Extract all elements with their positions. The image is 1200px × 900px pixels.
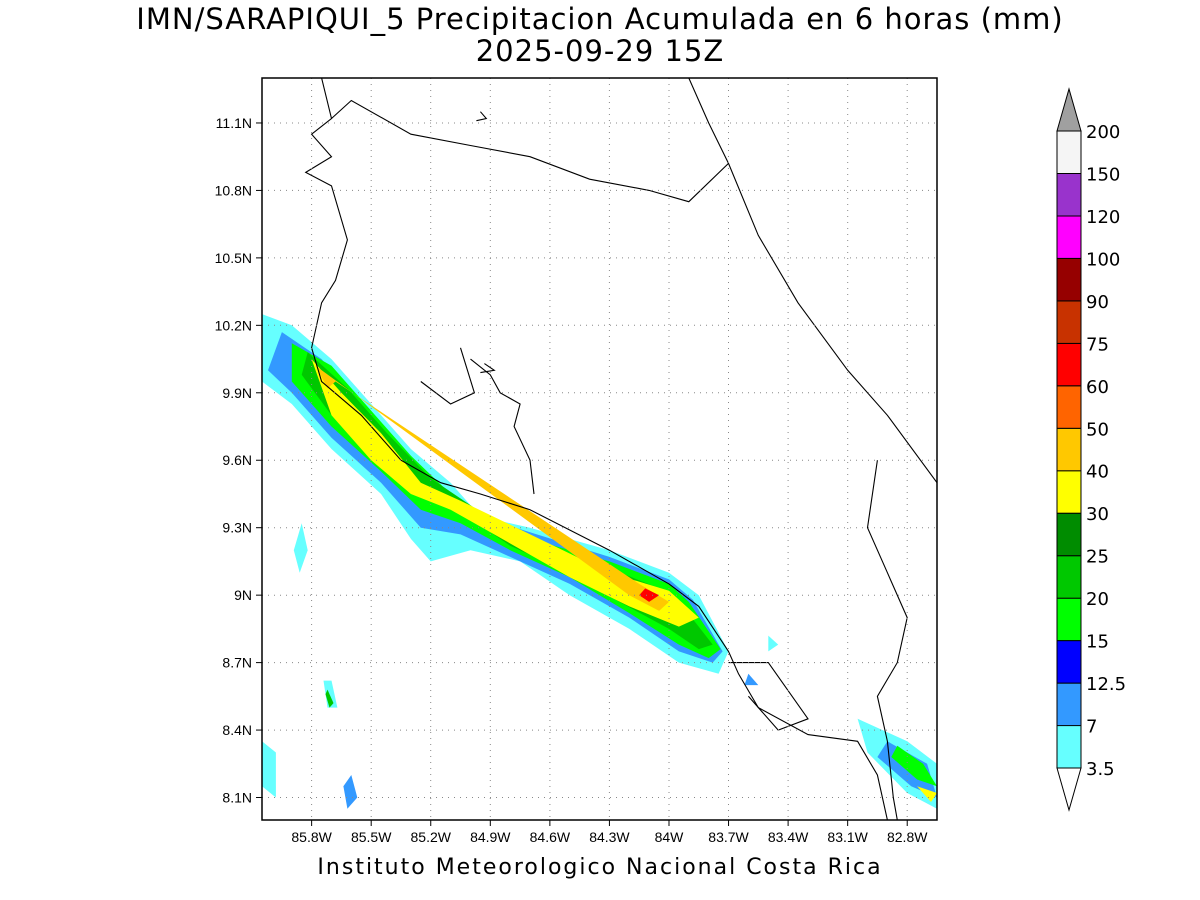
lat-tick-label: 8.1N	[222, 790, 252, 806]
colorbar-segment	[1056, 173, 1082, 217]
lon-tick-label: 85.5W	[351, 829, 392, 845]
colorbar-segment	[1056, 555, 1082, 599]
lat-tick-label: 10.2N	[215, 317, 252, 333]
colorbar-level-label: 90	[1086, 292, 1109, 313]
colorbar-level-label: 25	[1086, 547, 1109, 568]
colorbar-level-label: 7	[1086, 717, 1097, 738]
map-title: IMN/SARAPIQUI_5 Precipitacion Acumulada …	[136, 2, 1064, 36]
lon-tick-label: 83.1W	[827, 829, 868, 845]
coastline-caribbean-coast	[688, 78, 937, 484]
colorbar-level-label: 60	[1086, 377, 1109, 398]
footer-credit: Instituto Meteorologico Nacional Costa R…	[317, 855, 883, 880]
lon-tick-label: 82.8W	[887, 829, 928, 845]
lat-tick-label: 9.9N	[222, 385, 252, 401]
precip-contour-southeast-rain-band-2	[891, 745, 937, 787]
precip-contour-southeast-rain-band-3	[917, 786, 937, 802]
lon-tick-label: 85.8W	[291, 829, 332, 845]
colorbar-level-label: 12.5	[1086, 674, 1126, 695]
colorbar-segment	[1056, 682, 1082, 727]
precipitation-field	[262, 314, 937, 809]
longitude-axis: 85.8W 85.5W 85.2W 84.9W 84.6W 84.3W 84W 83.7W 83…	[291, 820, 928, 845]
lon-tick-label: 83.7W	[708, 829, 749, 845]
colorbar-segment	[1056, 470, 1082, 514]
colorbar-level-label: 200	[1086, 122, 1120, 143]
colorbar-segment	[1056, 130, 1082, 174]
precip-contour-main-rain-band-6	[639, 588, 660, 602]
precip-contour-scattered-cells-5	[744, 673, 759, 686]
map-timestamp: 2025-09-29 15Z	[475, 34, 725, 68]
precip-contour-scattered-cells-1	[323, 680, 338, 708]
lat-tick-label: 10.5N	[215, 250, 252, 266]
plot-frame	[261, 77, 938, 821]
lon-tick-label: 84.9W	[470, 829, 511, 845]
colorbar-segment	[1056, 342, 1082, 387]
coastline-gulf-of-nicoya	[470, 358, 535, 495]
coastline-nicoya-peninsula-tip	[420, 347, 476, 405]
colorbar-level-label: 75	[1086, 334, 1109, 355]
coastline-osa-peninsula	[728, 662, 809, 731]
colorbar-segment	[1056, 597, 1082, 642]
colorbar-segment	[1056, 215, 1082, 259]
lat-tick-label: 8.7N	[222, 655, 252, 671]
lat-tick-label: 11.1N	[216, 115, 252, 131]
lon-tick-label: 84.6W	[530, 829, 571, 845]
latitude-axis: 11.1N 10.8N 10.5N 10.2N 9.9N 9.6N 9.3N 9N 8.7N 8.…	[215, 115, 262, 806]
lon-tick-label: 85.2W	[411, 829, 452, 845]
precip-contour-scattered-cells-2	[325, 689, 334, 708]
colorbar-level-label: 120	[1086, 207, 1120, 228]
colorbar-level-label: 15	[1086, 632, 1109, 653]
colorbar-segment	[1056, 725, 1082, 769]
colorbar-max-arrow	[1056, 87, 1082, 132]
coastline-panama-border	[866, 460, 908, 820]
colorbar-segment	[1056, 512, 1082, 557]
colorbar-min-arrow	[1056, 767, 1082, 812]
precip-contour-scattered-cells-0	[293, 523, 308, 573]
colorbar-level-label: 3.5	[1086, 759, 1115, 780]
colorbar-level-label: 100	[1086, 249, 1120, 270]
precip-contour-scattered-cells-6	[768, 635, 779, 652]
lon-tick-label: 84.3W	[589, 829, 630, 845]
colorbar-segment	[1056, 640, 1082, 684]
precip-contour-main-rain-band-5	[315, 365, 669, 611]
colorbar-level-label: 40	[1086, 462, 1109, 483]
colorbar-level-label: 20	[1086, 589, 1109, 610]
lon-tick-label: 84W	[655, 829, 685, 845]
precip-contour-scattered-cells-3	[343, 775, 358, 809]
coastline-lake-island	[480, 363, 496, 374]
colorbar-segment	[1056, 257, 1082, 302]
colorbar-segment	[1056, 300, 1082, 344]
coastline-layer	[304, 78, 937, 820]
colorbar-level-label: 30	[1086, 504, 1109, 525]
lon-tick-label: 83.4W	[768, 829, 809, 845]
colorbar-level-label: 150	[1086, 165, 1120, 186]
lat-tick-label: 8.4N	[222, 722, 252, 738]
lat-tick-label: 9.3N	[222, 520, 252, 536]
coastline-pacific-coast	[304, 78, 888, 820]
lat-tick-label: 9.6N	[222, 452, 252, 468]
colorbar-segment	[1056, 385, 1082, 429]
lat-lon-grid	[262, 78, 937, 820]
precip-contour-scattered-cells-4	[262, 741, 276, 798]
colorbar-segment	[1056, 427, 1082, 472]
lat-tick-label: 9N	[234, 587, 252, 603]
colorbar-level-label: 50	[1086, 419, 1109, 440]
lat-tick-label: 10.8N	[215, 182, 252, 198]
precipitation-colorbar: 3.5 7 12.5 15 20 25 30 40 50 60 75 90 100 120 150 200	[1056, 87, 1126, 812]
coastline-nicaragua-border	[331, 99, 729, 203]
coastline-north-island	[476, 111, 488, 122]
